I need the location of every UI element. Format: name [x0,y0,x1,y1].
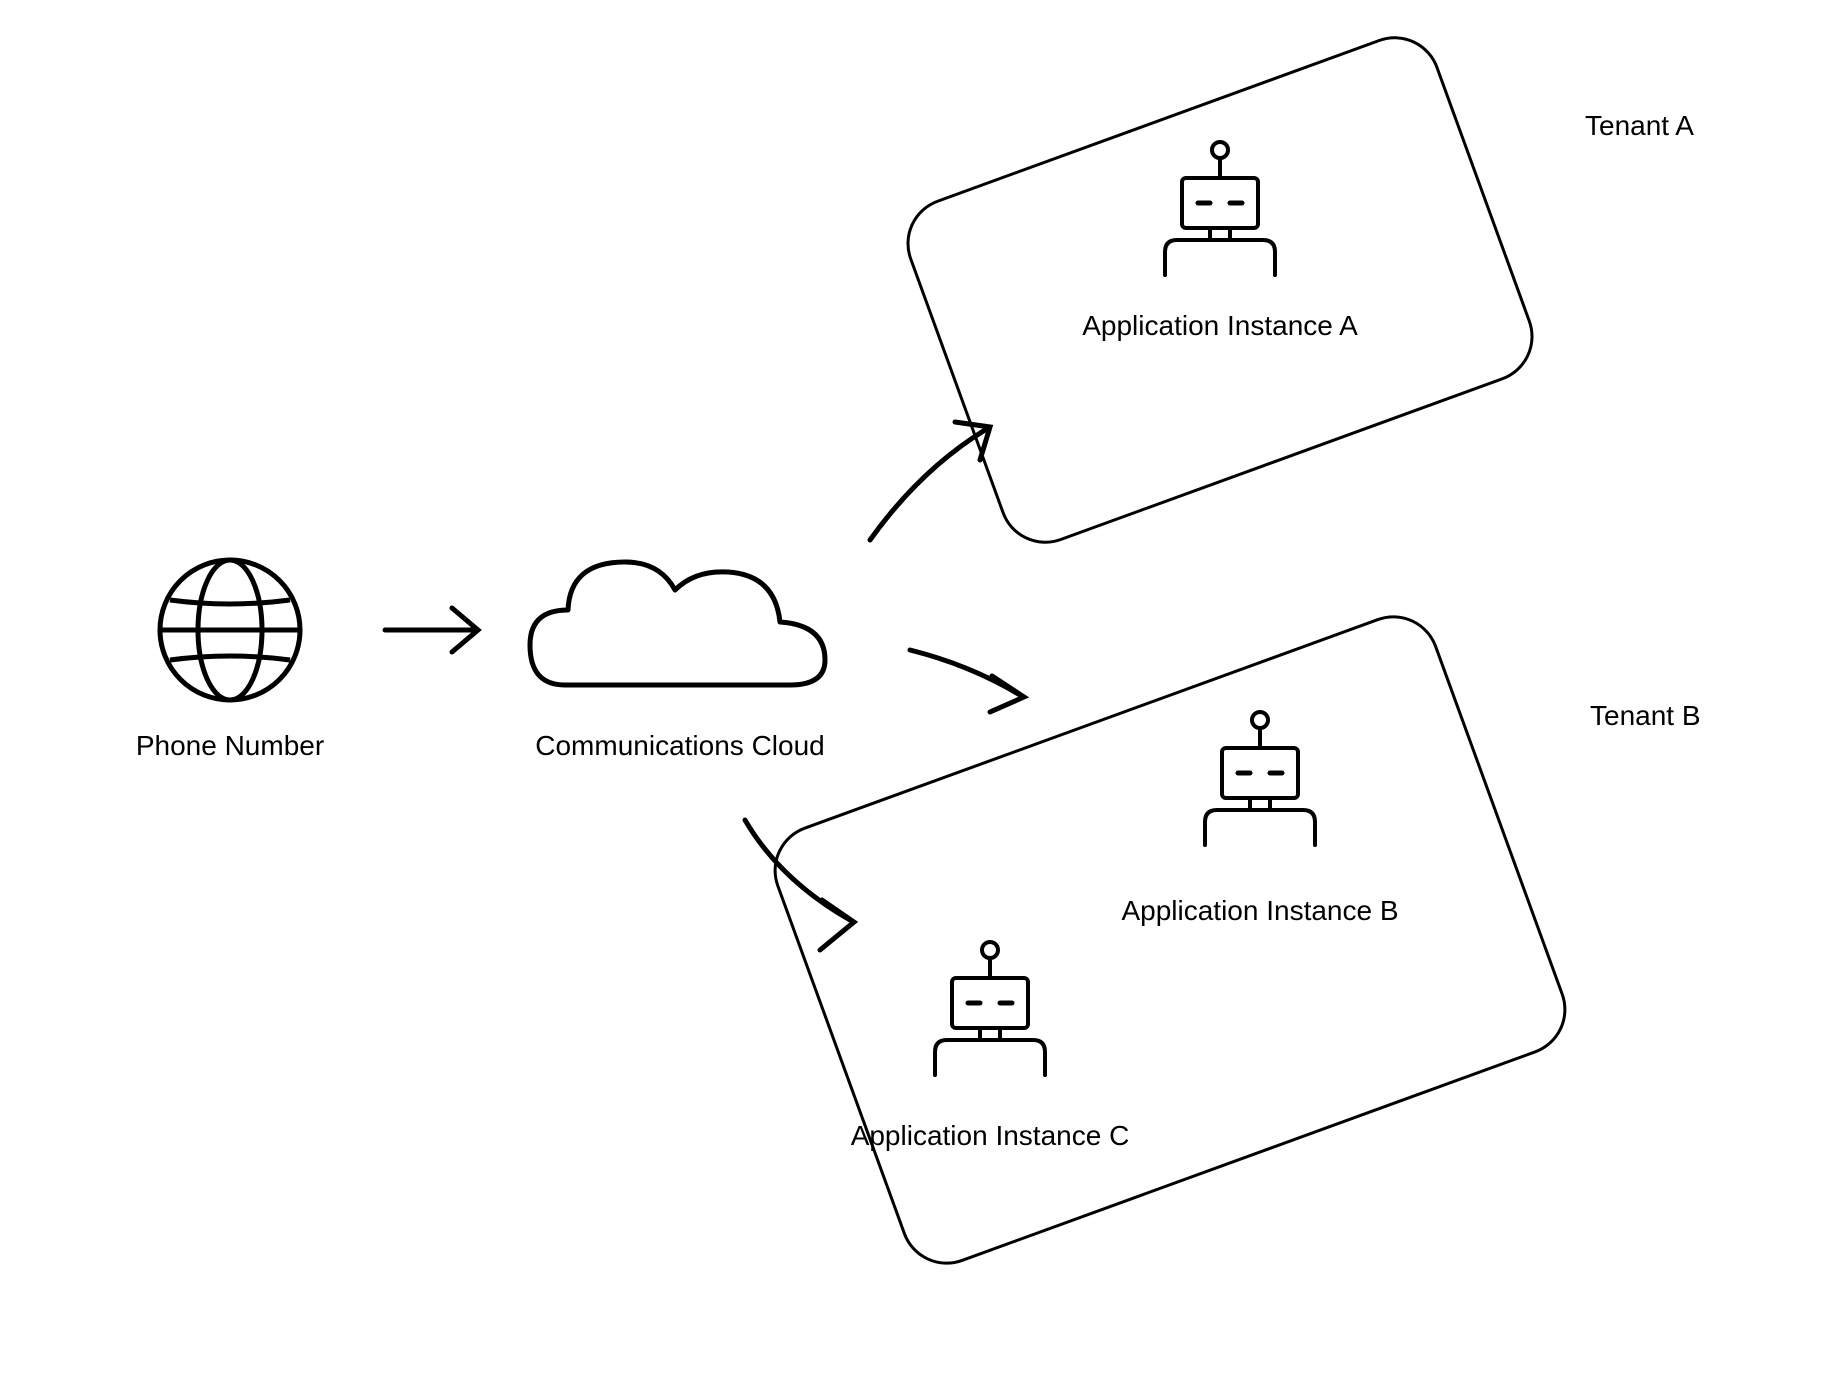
robot-icon [935,942,1045,1075]
tenant-a-container [895,25,1544,555]
architecture-diagram: Phone Number Communications Cloud Tenant… [0,0,1824,1383]
arrow-phone-to-cloud [385,608,478,652]
tenant-b-container [762,604,1577,1276]
robot-icon [1205,712,1315,845]
app-instance-a-label: Application Instance A [1082,310,1358,341]
cloud-icon [530,562,825,685]
robot-icon [1165,142,1275,275]
arrow-cloud-to-tenant-a [870,422,990,540]
arrow-cloud-to-app-c [745,820,854,950]
communications-cloud-label: Communications Cloud [535,730,824,761]
app-instance-b-label: Application Instance B [1121,895,1398,926]
tenant-a-label: Tenant A [1585,110,1694,141]
globe-icon [160,560,300,700]
tenant-b-label: Tenant B [1590,700,1701,731]
phone-number-label: Phone Number [136,730,324,761]
app-instance-c-label: Application Instance C [851,1120,1130,1151]
arrow-cloud-to-app-b [910,650,1024,712]
